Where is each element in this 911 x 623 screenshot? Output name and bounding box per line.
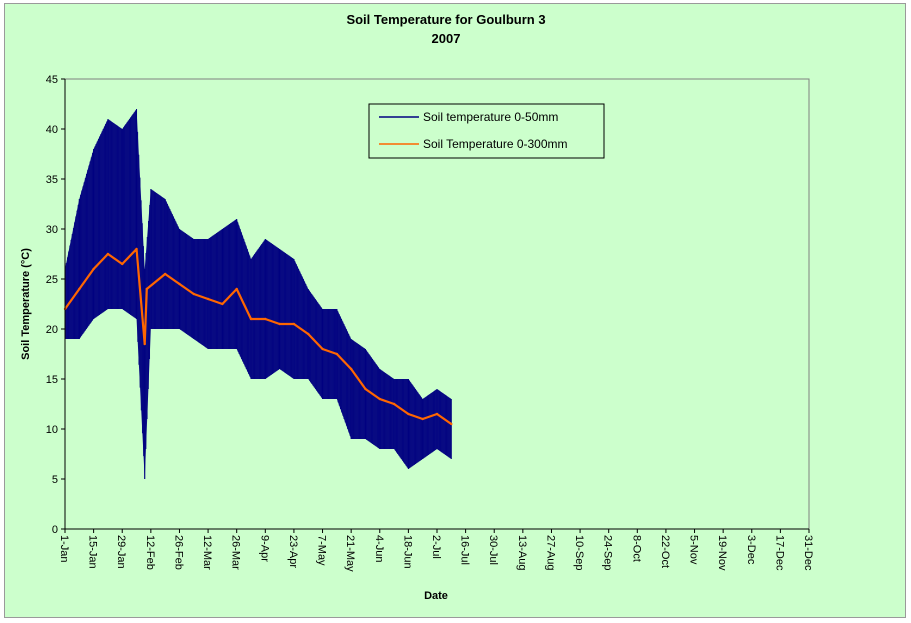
x-tick-label: 22-Oct	[659, 535, 671, 568]
x-tick-label: 17-Dec	[773, 535, 785, 571]
series-0-300mm-point	[178, 282, 181, 286]
y-tick-label: 30	[46, 224, 58, 236]
series-0-300mm-point	[278, 322, 281, 326]
x-tick-label: 2-Jul	[430, 535, 442, 559]
y-tick-label: 45	[46, 74, 58, 86]
chart-subtitle: 2007	[432, 31, 461, 46]
y-tick-label: 15	[46, 374, 58, 386]
y-tick-label: 10	[46, 424, 58, 436]
chart-svg: Soil Temperature for Goulburn 3 2007 0 5 1…	[20, 12, 814, 602]
series-0-300mm-point	[378, 397, 381, 401]
series-0-300mm-point	[335, 352, 339, 356]
y-tick-label: 0	[52, 524, 58, 536]
y-axis-label: Soil Temperature (°C)	[20, 248, 32, 360]
series-0-300mm-point	[78, 287, 81, 291]
x-tick-label: 24-Sep	[602, 535, 614, 570]
x-tick-label: 9-Apr	[258, 535, 270, 562]
series-0-300mm-point	[450, 422, 453, 426]
series-0-300mm-point	[307, 332, 310, 336]
series-0-300mm-point	[364, 387, 367, 391]
series-0-300mm-point	[143, 342, 146, 346]
x-tick-label: 21-May	[344, 535, 356, 572]
y-tick-label: 40	[46, 124, 58, 136]
legend-box	[368, 103, 605, 159]
x-tick-label: 7-May	[316, 535, 328, 566]
series-0-300mm-point	[163, 272, 167, 276]
x-tick-label: 26-Mar	[230, 535, 242, 570]
series-0-300mm-point	[249, 317, 253, 321]
x-axis-ticks: 1-Jan 15-Jan 29-Jan 12-Feb 26-Feb 12-Mar 26-Ma…	[58, 529, 814, 572]
series-0-300mm-point	[349, 367, 353, 371]
x-tick-label: 15-Jan	[87, 535, 99, 569]
x-tick-label: 12-Feb	[144, 535, 156, 570]
x-tick-label: 8-Oct	[630, 535, 642, 562]
y-tick-label: 25	[46, 274, 58, 286]
x-tick-label: 23-Apr	[287, 535, 299, 568]
x-tick-label: 4-Jun	[373, 535, 385, 563]
series-0-300mm-point	[264, 317, 267, 321]
x-axis-label: Date	[424, 590, 448, 602]
series-0-300mm-point	[106, 252, 110, 256]
legend-label-0-50mm: Soil temperature 0-50mm	[423, 110, 558, 124]
series-0-300mm-point	[292, 322, 296, 326]
x-tick-label: 30-Jul	[487, 535, 499, 565]
series-0-300mm-point	[321, 347, 324, 351]
x-tick-label: 3-Dec	[745, 535, 757, 565]
series-0-300mm-point	[407, 412, 410, 416]
x-tick-label: 1-Jan	[58, 535, 70, 563]
x-tick-label: 16-Jul	[459, 535, 471, 565]
series-0-300mm-point	[92, 267, 95, 271]
series-0-300mm-point	[221, 302, 224, 306]
series-0-300mm-point	[392, 402, 396, 406]
chart-title: Soil Temperature for Goulburn 3	[346, 12, 545, 27]
y-tick-label: 20	[46, 324, 58, 336]
series-0-300mm-point	[206, 297, 210, 301]
series-0-300mm-point	[421, 417, 424, 421]
legend-label-0-300mm: Soil Temperature 0-300mm	[423, 137, 568, 151]
series-layer	[63, 109, 453, 479]
x-tick-label: 18-Jun	[401, 535, 413, 569]
y-axis-ticks: 0 5 10 15 20 25 30 35 40 45	[46, 74, 65, 536]
series-0-300mm-point	[435, 412, 439, 416]
chart-frame: Soil Temperature for Goulburn 3 2007 0 5 1…	[4, 3, 906, 618]
x-tick-label: 31-Dec	[802, 535, 814, 571]
x-tick-label: 26-Feb	[172, 535, 184, 570]
x-tick-label: 29-Jan	[115, 535, 127, 569]
series-0-300mm-point	[235, 287, 238, 291]
x-tick-label: 27-Aug	[544, 535, 556, 570]
x-tick-label: 5-Nov	[688, 535, 700, 565]
y-tick-label: 35	[46, 174, 58, 186]
x-tick-label: 13-Aug	[516, 535, 528, 570]
series-0-300mm-point	[145, 287, 148, 291]
series-0-300mm-point	[192, 292, 195, 296]
legend: Soil temperature 0-50mm Soil Temperature…	[368, 103, 605, 159]
series-0-300mm-point	[121, 262, 124, 266]
x-tick-label: 12-Mar	[201, 535, 213, 570]
x-tick-label: 10-Sep	[573, 535, 585, 570]
x-tick-label: 19-Nov	[716, 535, 728, 571]
y-tick-label: 5	[52, 474, 58, 486]
series-0-300mm-point	[135, 247, 138, 251]
